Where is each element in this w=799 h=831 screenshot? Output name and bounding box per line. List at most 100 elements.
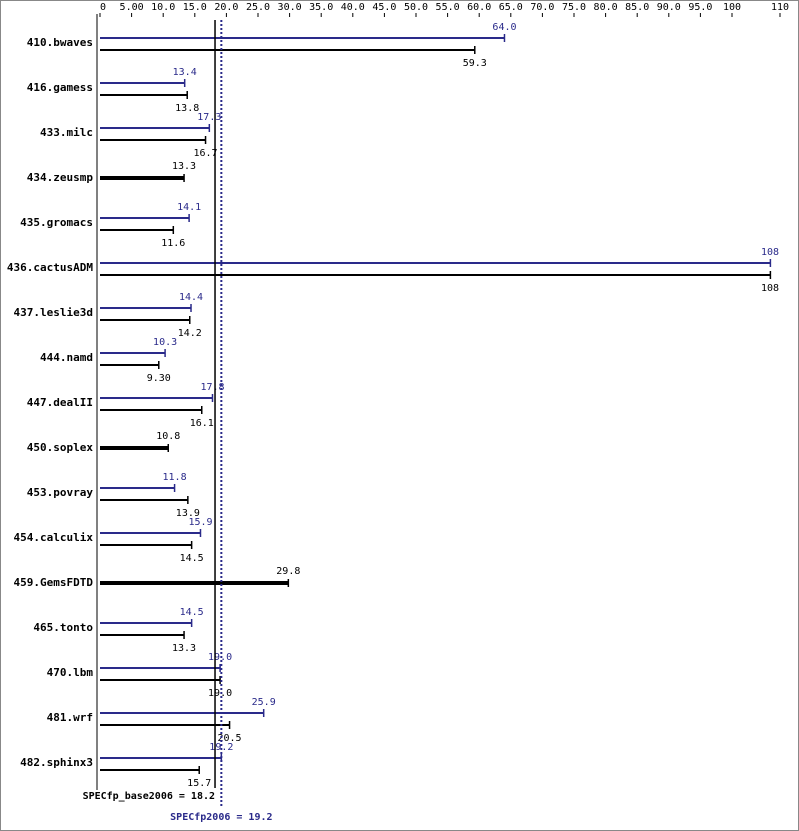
- value-label: 59.3: [463, 58, 487, 69]
- value-label: 14.2: [178, 328, 202, 339]
- value-label: 29.8: [276, 566, 300, 577]
- bar: [100, 127, 210, 129]
- value-label: 14.1: [177, 202, 201, 213]
- bar: [100, 352, 166, 354]
- value-label: 15.9: [188, 517, 212, 528]
- value-label: 13.4: [173, 67, 197, 78]
- value-label: 19.0: [208, 688, 232, 699]
- bar: [100, 364, 159, 366]
- x-tick-label: 100: [723, 2, 741, 13]
- bar: [100, 49, 475, 51]
- value-label: 14.4: [179, 292, 203, 303]
- x-tick-label: 80.0: [594, 2, 618, 13]
- category-label: 454.calculix: [14, 531, 94, 544]
- bar: [100, 229, 174, 231]
- value-label: 14.5: [180, 607, 204, 618]
- x-tick-label: 45.0: [372, 2, 396, 13]
- bar: [100, 667, 221, 669]
- x-tick-label: 60.0: [467, 2, 491, 13]
- bar: [100, 446, 169, 450]
- value-label: 9.30: [147, 373, 171, 384]
- bar: [100, 757, 222, 759]
- x-tick-label: 30.0: [278, 2, 302, 13]
- category-label: 416.gamess: [27, 81, 93, 94]
- x-tick-label: 55.0: [436, 2, 460, 13]
- reference-label: SPECfp_base2006 = 18.2: [83, 791, 215, 802]
- category-label: 447.dealII: [27, 396, 93, 409]
- value-label: 14.5: [180, 553, 204, 564]
- x-tick-label: 15.0: [183, 2, 207, 13]
- bar: [100, 581, 289, 585]
- value-label: 11.6: [161, 238, 185, 249]
- category-label: 433.milc: [40, 126, 93, 139]
- bar: [100, 769, 200, 771]
- bar: [100, 176, 185, 180]
- bar: [100, 217, 190, 219]
- category-label: 436.cactusADM: [7, 261, 93, 274]
- bar: [100, 262, 771, 264]
- value-label: 64.0: [492, 22, 516, 33]
- x-tick-label: 40.0: [341, 2, 365, 13]
- value-label: 20.5: [218, 733, 242, 744]
- x-tick-label: 35.0: [309, 2, 333, 13]
- category-label: 450.soplex: [27, 441, 94, 454]
- value-label: 16.7: [193, 148, 217, 159]
- category-label: 459.GemsFDTD: [14, 576, 94, 589]
- category-label: 410.bwaves: [27, 36, 93, 49]
- category-label: 482.sphinx3: [20, 756, 93, 769]
- value-label: 10.8: [156, 431, 180, 442]
- x-tick-label: 25.0: [246, 2, 270, 13]
- bar: [100, 724, 230, 726]
- bar: [100, 499, 188, 501]
- value-label: 15.7: [187, 778, 211, 789]
- value-label: 13.9: [176, 508, 200, 519]
- value-label: 19.0: [208, 652, 232, 663]
- category-label: 465.tonto: [33, 621, 93, 634]
- x-tick-label: 0: [100, 2, 106, 13]
- x-tick-label: 20.0: [214, 2, 238, 13]
- bar: [100, 82, 185, 84]
- x-tick-label: 75.0: [562, 2, 586, 13]
- bar: [100, 274, 771, 276]
- category-label: 481.wrf: [47, 711, 93, 724]
- bar: [100, 679, 221, 681]
- bar: [100, 532, 201, 534]
- category-label: 434.zeusmp: [27, 171, 94, 184]
- bar: [100, 37, 505, 39]
- category-label: 453.povray: [27, 486, 94, 499]
- category-label: 435.gromacs: [20, 216, 93, 229]
- value-label: 17.3: [197, 112, 221, 123]
- reference-label: SPECfp2006 = 19.2: [170, 812, 272, 823]
- bar: [100, 622, 192, 624]
- bar: [100, 307, 192, 309]
- x-tick-label: 85.0: [625, 2, 649, 13]
- value-label: 19.2: [209, 742, 233, 753]
- x-tick-label: 5.00: [120, 2, 144, 13]
- bar: [100, 487, 175, 489]
- value-label: 108: [761, 283, 779, 294]
- category-label: 437.leslie3d: [14, 306, 93, 319]
- value-label: 17.8: [200, 382, 224, 393]
- bar: [100, 397, 213, 399]
- bar: [100, 139, 206, 141]
- bar: [100, 319, 190, 321]
- x-tick-label: 90.0: [657, 2, 681, 13]
- bar: [100, 634, 185, 636]
- value-label: 16.1: [190, 418, 214, 429]
- value-label: 13.3: [172, 161, 196, 172]
- value-label: 13.8: [175, 103, 199, 114]
- x-tick-label: 110: [771, 2, 789, 13]
- x-tick-label: 10.0: [151, 2, 175, 13]
- x-tick-label: 70.0: [530, 2, 554, 13]
- x-tick-label: 50.0: [404, 2, 428, 13]
- value-label: 25.9: [252, 697, 276, 708]
- value-label: 11.8: [163, 472, 187, 483]
- bar: [100, 94, 188, 96]
- value-label: 108: [761, 247, 779, 258]
- value-label: 13.3: [172, 643, 196, 654]
- category-label: 444.namd: [40, 351, 93, 364]
- bar: [100, 544, 192, 546]
- bar: [100, 409, 202, 411]
- bar: [100, 712, 264, 714]
